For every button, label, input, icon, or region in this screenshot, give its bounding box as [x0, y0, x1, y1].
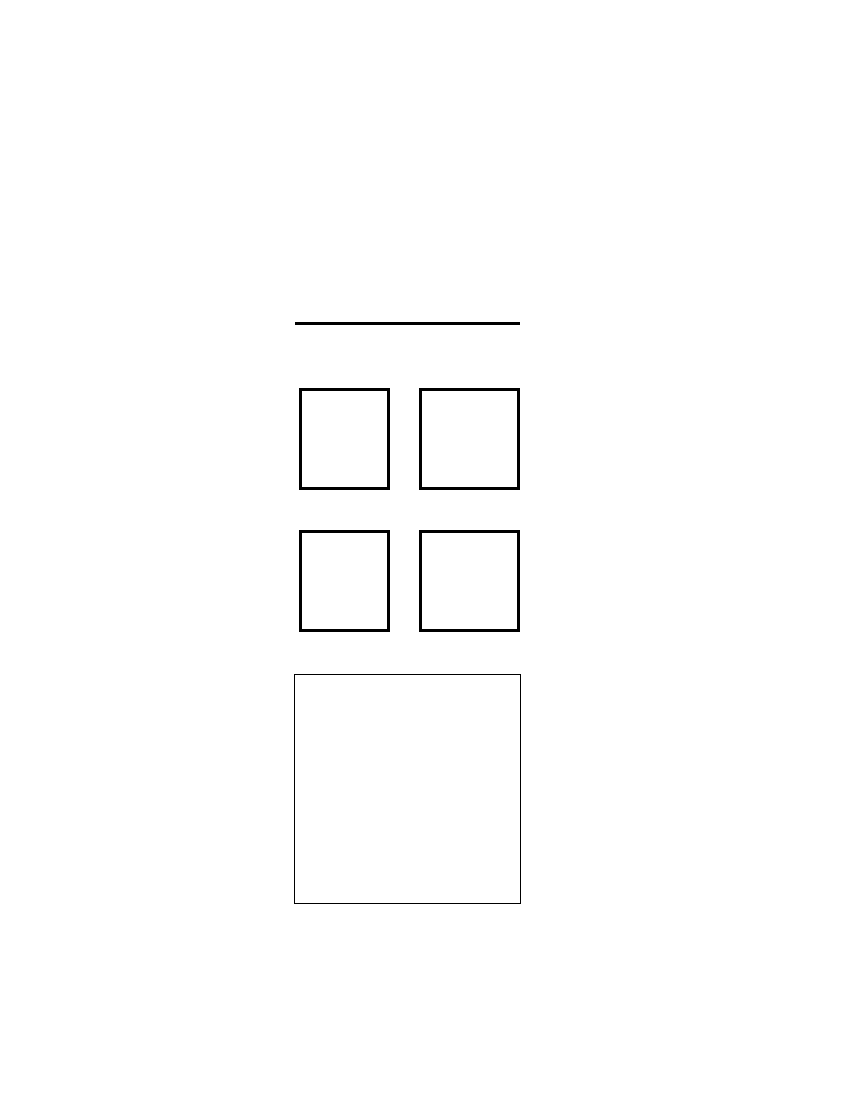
waveform-traces-canvas — [295, 168, 520, 308]
pair-panel-corrected — [419, 388, 520, 490]
pair-original-canvas — [302, 391, 387, 487]
waveform-panel — [295, 168, 520, 308]
pair-panel-original — [299, 388, 390, 490]
contour-canvas — [294, 674, 520, 903]
particle-motion-original-canvas — [302, 533, 387, 629]
time-axis-line — [295, 322, 520, 325]
particle-motion-original-panel — [299, 530, 390, 632]
misfit-contour-plot — [293, 673, 521, 904]
particle-motion-corrected-panel — [419, 530, 520, 632]
pair-corrected-canvas — [422, 391, 517, 487]
particle-motion-corrected-canvas — [422, 533, 517, 629]
